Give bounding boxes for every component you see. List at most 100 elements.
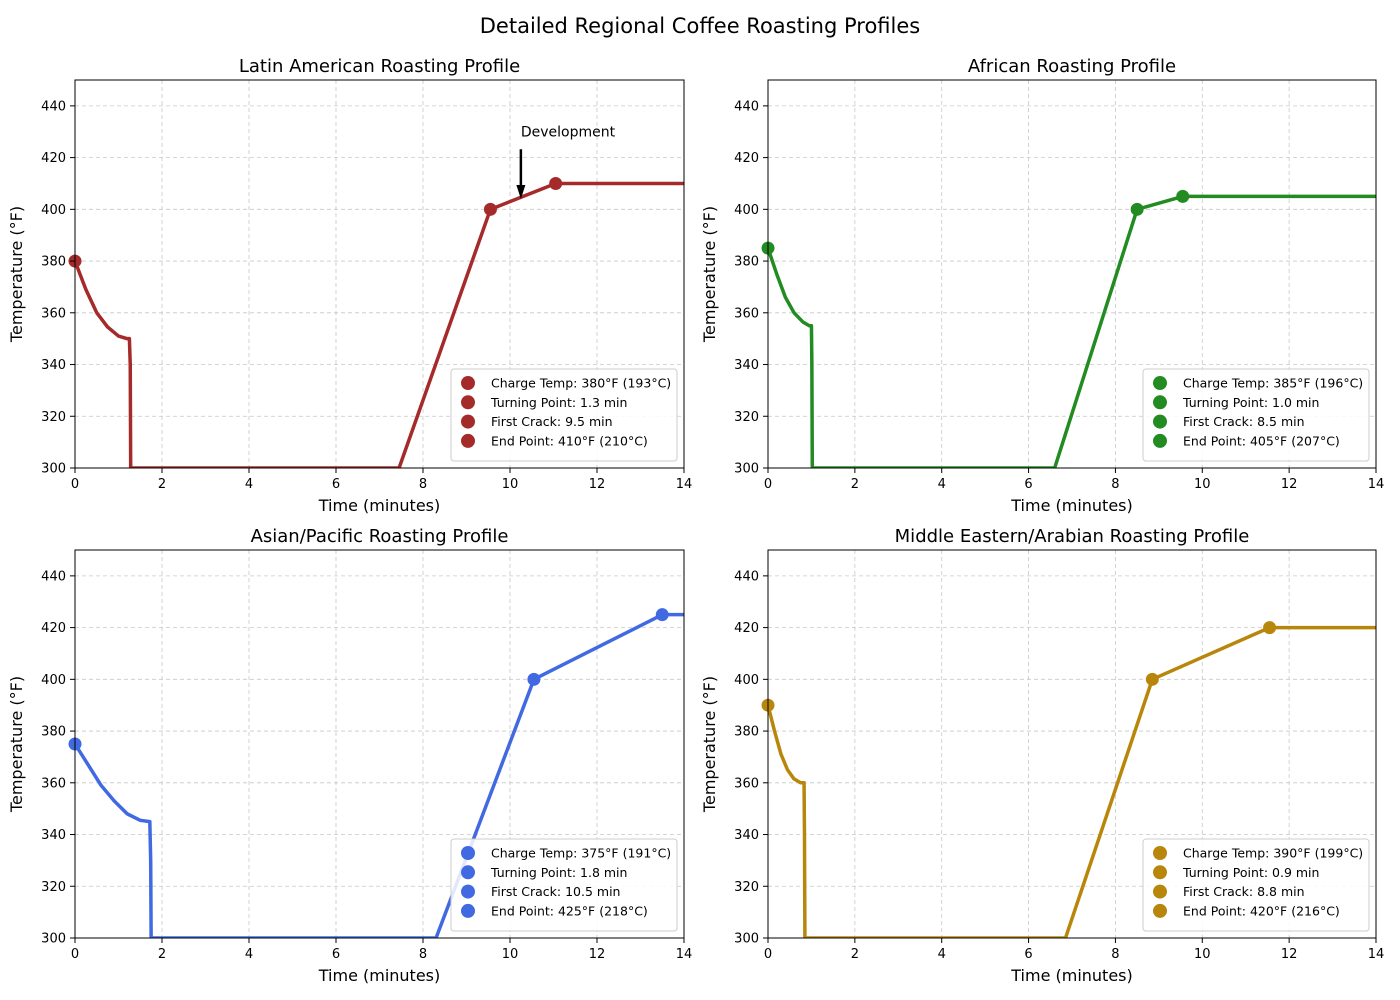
x-tick-label: 14	[676, 947, 693, 962]
legend-marker	[1153, 376, 1167, 390]
y-tick-label: 400	[734, 673, 759, 688]
legend-entry: End Point: 405°F (207°C)	[1183, 433, 1340, 448]
legend-entry: End Point: 420°F (216°C)	[1183, 903, 1340, 918]
x-tick-label: 4	[938, 947, 946, 962]
y-tick-label: 440	[41, 569, 66, 584]
annotation-text: Development	[521, 124, 616, 140]
y-tick-label: 440	[734, 569, 759, 584]
x-tick-label: 0	[71, 477, 79, 492]
y-tick-label: 400	[734, 203, 759, 218]
axes-frame	[74, 79, 685, 469]
y-tick-label: 420	[734, 151, 759, 166]
x-tick-label: 2	[158, 947, 166, 962]
subplot-title: Asian/Pacific Roasting Profile	[251, 526, 509, 547]
legend-box	[450, 838, 678, 932]
y-tick-label: 300	[41, 462, 66, 477]
data-point	[1176, 189, 1190, 203]
legend-box	[1142, 368, 1370, 462]
y-tick-label: 300	[41, 932, 66, 947]
y-tick-label: 360	[41, 776, 66, 791]
data-point	[483, 202, 497, 216]
y-tick-label: 320	[734, 880, 759, 895]
x-axis-label: Time (minutes)	[318, 496, 441, 515]
data-point	[1130, 202, 1144, 216]
subplot-2: 0 2 4 6 8 10 12 14 300 320 340 360 380 400 420 440 Afric…	[700, 56, 1384, 515]
legend-entry: Charge Temp: 375°F (191°C)	[491, 846, 671, 861]
x-tick-label: 12	[1281, 477, 1298, 492]
annotation-arrow-head	[516, 184, 526, 199]
y-tick-label: 360	[41, 306, 66, 321]
y-tick-label: 380	[41, 255, 66, 270]
y-tick-label: 300	[734, 932, 759, 947]
subplot-1: 0 2 4 6 8 10 12 14 300 320 340 360 380 400 420 440 Latin…	[7, 56, 692, 515]
x-tick-label: 4	[938, 477, 946, 492]
data-point	[655, 608, 669, 622]
subplot-3: 0 2 4 6 8 10 12 14 300 320 340 360 380 400 420 440 Asian…	[7, 526, 692, 985]
legend: Charge Temp: 385°F (196°C) Turning Point:…	[1142, 368, 1370, 462]
x-tick-label: 6	[332, 947, 340, 962]
legend-box	[450, 368, 678, 462]
legend-entry: End Point: 425°F (218°C)	[491, 903, 648, 918]
y-tick-label: 380	[734, 725, 759, 740]
legend-marker	[461, 884, 475, 899]
legend-marker	[461, 414, 475, 429]
y-tick-label: 420	[734, 621, 759, 636]
x-tick-label: 8	[419, 477, 427, 492]
x-tick-label: 0	[764, 477, 772, 492]
legend-entry: Charge Temp: 390°F (199°C)	[1183, 846, 1363, 861]
y-tick-label: 380	[41, 725, 66, 740]
y-tick-label: 320	[41, 880, 66, 895]
axes-frame	[767, 79, 1377, 469]
y-tick-label: 360	[734, 306, 759, 321]
x-tick-label: 2	[851, 947, 859, 962]
legend-entry: First Crack: 8.8 min	[1183, 884, 1305, 899]
legend-entry: First Crack: 9.5 min	[491, 414, 613, 429]
data-point	[1145, 672, 1159, 686]
x-tick-label: 0	[71, 947, 79, 962]
figure-title: Detailed Regional Coffee Roasting Profil…	[479, 14, 921, 38]
y-tick-label: 340	[734, 828, 759, 843]
data-point	[549, 176, 563, 190]
legend-marker	[1153, 903, 1167, 918]
data-point	[1263, 621, 1277, 635]
y-axis-label: Temperature (°F)	[700, 676, 719, 813]
legend-marker	[461, 433, 475, 448]
subplot-title: African Roasting Profile	[968, 56, 1176, 77]
subplot-title: Latin American Roasting Profile	[239, 56, 520, 77]
x-tick-label: 12	[589, 477, 606, 492]
y-tick-label: 400	[41, 203, 66, 218]
y-tick-label: 400	[41, 673, 66, 688]
x-axis-label: Time (minutes)	[318, 966, 441, 985]
x-tick-label: 8	[1111, 947, 1119, 962]
y-tick-label: 440	[734, 99, 759, 114]
x-tick-label: 6	[1024, 947, 1032, 962]
x-tick-label: 8	[419, 947, 427, 962]
legend-entry: Turning Point: 1.0 min	[1182, 395, 1319, 410]
legend-entry: First Crack: 10.5 min	[491, 884, 620, 899]
legend-marker	[461, 376, 475, 390]
y-tick-label: 440	[41, 99, 66, 114]
x-axis-label: Time (minutes)	[1010, 966, 1133, 985]
legend-marker	[1153, 846, 1167, 860]
legend-entry: Charge Temp: 380°F (193°C)	[491, 376, 671, 391]
y-tick-label: 320	[41, 410, 66, 425]
legend: Charge Temp: 390°F (199°C) Turning Point:…	[1142, 838, 1370, 932]
axes-frame	[767, 549, 1377, 939]
legend-marker	[1153, 395, 1167, 410]
x-tick-label: 14	[1368, 947, 1385, 962]
legend-marker	[1153, 865, 1167, 880]
x-tick-label: 2	[158, 477, 166, 492]
x-tick-label: 10	[1194, 477, 1211, 492]
y-tick-label: 340	[41, 358, 66, 373]
legend-marker	[1153, 884, 1167, 899]
legend-marker	[461, 846, 475, 860]
x-tick-label: 12	[589, 947, 606, 962]
legend: Charge Temp: 375°F (191°C) Turning Point:…	[450, 838, 678, 932]
legend-box	[1142, 838, 1370, 932]
x-tick-label: 4	[245, 947, 253, 962]
y-tick-label: 420	[41, 151, 66, 166]
y-axis-label: Temperature (°F)	[7, 676, 26, 813]
y-tick-label: 420	[41, 621, 66, 636]
legend-entry: First Crack: 8.5 min	[1183, 414, 1305, 429]
